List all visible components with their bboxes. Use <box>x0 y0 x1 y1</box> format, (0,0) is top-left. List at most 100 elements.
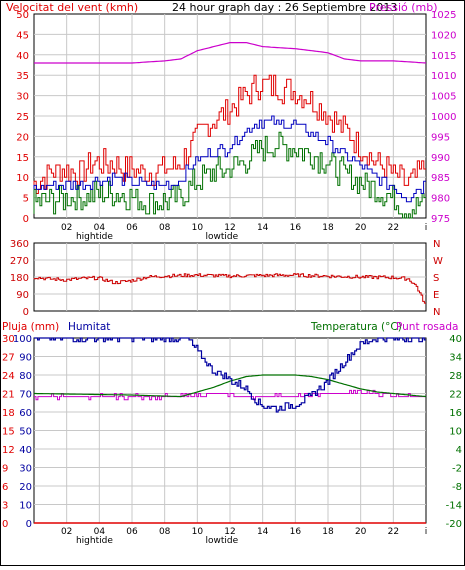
pressure-axis-tick: 975 <box>431 214 450 225</box>
wind-gust-line <box>33 74 426 194</box>
temperature-axis-tick: 10 <box>449 427 462 438</box>
x-tick-label: 08 <box>159 527 171 537</box>
pressure-axis-tick: 995 <box>431 132 450 143</box>
pressure-title: Pressió (mb) <box>369 1 438 14</box>
lowtide-label: lowtide <box>206 536 239 546</box>
x-tick-label: 12 <box>224 527 235 537</box>
rain-axis-tick: 21 <box>2 390 15 401</box>
x-tick-label: 04 <box>94 527 106 537</box>
humidity-axis-tick: 90 <box>19 353 32 364</box>
temperature-axis-tick: -20 <box>446 519 462 530</box>
temperature-axis-tick: -2 <box>452 464 462 475</box>
x-tick-label: 14 <box>257 527 269 537</box>
rain-axis-tick: 15 <box>2 427 15 438</box>
dewpoint-line <box>34 389 426 401</box>
rain-axis-tick: 0 <box>2 519 8 530</box>
wind-pressure-panel: 0510152025303540455097598098599099510001… <box>16 10 456 242</box>
wind-axis-tick: 15 <box>16 153 29 164</box>
wind-axis-tick: 0 <box>23 214 29 225</box>
pressure-axis-tick: 1000 <box>431 112 456 123</box>
x-tick-label: 14 <box>257 223 269 233</box>
x-tick-label: 06 <box>126 527 138 537</box>
hightide-label: hightide <box>76 536 113 546</box>
dewpoint-title: Punt rosada <box>396 321 458 333</box>
x-tick-label: 18 <box>322 223 334 233</box>
wind-axis-tick: 30 <box>16 92 29 103</box>
wind-axis-tick: 35 <box>16 71 29 82</box>
rain-axis-tick: 6 <box>2 482 8 493</box>
rain-axis-tick: 24 <box>2 371 15 382</box>
pressure-axis-tick: 1020 <box>431 30 456 41</box>
rain-axis-tick: 9 <box>2 464 8 475</box>
x-tick-label: 18 <box>322 527 334 537</box>
rain-axis-tick: 3 <box>2 501 8 512</box>
temperature-axis-tick: 28 <box>449 371 462 382</box>
x-tick-label: 16 <box>290 223 302 233</box>
x-tick-label: i <box>425 223 428 233</box>
rain-axis-tick: 30 <box>2 334 15 345</box>
wind-axis-tick: 5 <box>23 194 29 205</box>
humidity-axis-tick: 70 <box>19 390 32 401</box>
x-tick-label: 10 <box>192 527 204 537</box>
hightide-label: hightide <box>76 232 113 242</box>
humidity-axis-tick: 30 <box>19 464 32 475</box>
humidity-line <box>34 337 426 413</box>
direction-axis-tick: 0 <box>23 307 29 318</box>
rain-axis-tick: 12 <box>2 445 15 456</box>
wind-axis-tick: 20 <box>16 132 29 143</box>
direction-axis-tick: 180 <box>10 273 29 284</box>
x-tick-label: 22 <box>388 223 399 233</box>
wind-axis-tick: 25 <box>16 112 29 123</box>
x-tick-label: 20 <box>355 223 367 233</box>
compass-label: W <box>433 256 443 267</box>
wind-axis-tick: 10 <box>16 173 29 184</box>
temperature-line <box>34 374 427 398</box>
rain-axis-tick: 27 <box>2 353 15 364</box>
humidity-axis-tick: 50 <box>19 427 32 438</box>
graph-title: 24 hour graph day : 26 Septiembre 2013 <box>172 1 397 14</box>
pressure-axis-tick: 1025 <box>431 10 456 21</box>
pressure-axis-tick: 1005 <box>431 92 456 103</box>
temperature-axis-tick: 4 <box>456 445 462 456</box>
humidity-axis-tick: 40 <box>19 445 32 456</box>
x-tick-label: 02 <box>61 527 72 537</box>
x-tick-label: 08 <box>159 223 171 233</box>
x-tick-label: i <box>425 527 428 537</box>
humidity-axis-tick: 60 <box>19 408 32 419</box>
wind-minimum-line <box>33 131 426 219</box>
direction-axis-tick: 90 <box>16 290 29 301</box>
pressure-axis-tick: 985 <box>431 173 450 184</box>
x-tick-label: 06 <box>126 223 138 233</box>
temperature-axis-tick: 16 <box>449 408 462 419</box>
x-tick-label: 02 <box>61 223 72 233</box>
direction-axis-tick: 270 <box>10 256 29 267</box>
lowtide-label: lowtide <box>206 232 239 242</box>
x-tick-label: 10 <box>192 223 204 233</box>
direction-axis-tick: 360 <box>10 239 29 250</box>
humidity-axis-tick: 80 <box>19 371 32 382</box>
compass-label: N <box>433 239 440 250</box>
wind-direction-line <box>33 273 426 304</box>
pressure-axis-tick: 1010 <box>431 71 456 82</box>
compass-label: N <box>433 307 440 318</box>
compass-label: S <box>433 273 439 284</box>
temperature-axis-tick: -14 <box>446 501 462 512</box>
temperature-axis-tick: 34 <box>449 353 462 364</box>
wind-axis-tick: 45 <box>16 30 29 41</box>
x-tick-label: 22 <box>388 527 399 537</box>
wind-axis-tick: 50 <box>16 10 29 21</box>
temperature-title: Temperatura (°C) <box>310 321 402 333</box>
rain-title: Pluja (mm) <box>2 321 59 333</box>
compass-label: E <box>433 290 439 301</box>
humidity-title: Humitat <box>68 321 110 333</box>
pressure-axis-tick: 980 <box>431 194 450 205</box>
wind-title: Velocitat del vent (kmh) <box>6 1 138 14</box>
x-tick-label: 12 <box>224 223 235 233</box>
x-tick-label: 16 <box>290 527 302 537</box>
pressure-line <box>34 42 427 64</box>
rain-humidity-temperature-panel: 0369121518212427300102030405060708090100… <box>2 334 462 546</box>
temperature-axis-tick: 40 <box>449 334 462 345</box>
rain-axis-tick: 18 <box>2 408 15 419</box>
